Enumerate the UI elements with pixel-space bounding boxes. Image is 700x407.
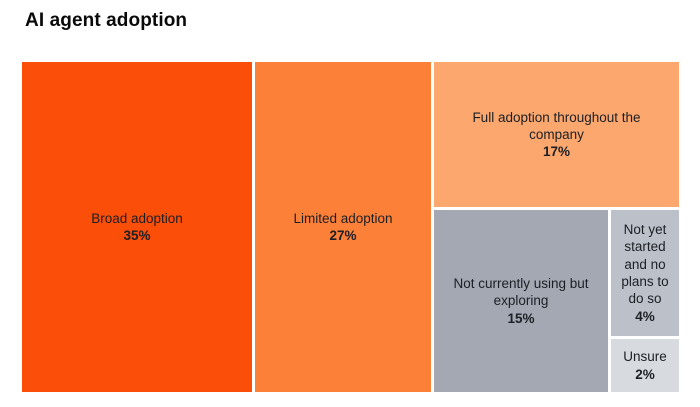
block-value: 15% [507, 310, 535, 326]
chart-title: AI agent adoption [25, 10, 188, 31]
block-label: Broad adoption [91, 210, 183, 226]
treemap-block-broad-adoption: Broad adoption 35% [22, 62, 252, 392]
block-label: Limited adoption [293, 210, 393, 226]
treemap-block-full-adoption: Full adoption throughout the company 17% [434, 62, 679, 207]
block-label: Full adoption throughout the company [472, 109, 641, 142]
block-value: 2% [635, 366, 655, 382]
treemap-block-limited-adoption: Limited adoption 27% [255, 62, 431, 392]
treemap-chart: Broad adoption 35% Limited adoption 27% … [22, 62, 679, 392]
block-value: 35% [123, 228, 151, 243]
treemap-block-not-currently-using: Not currently using but exploring 15% [434, 210, 608, 392]
block-value: 27% [329, 228, 357, 243]
block-label: Not currently using but exploring [453, 276, 589, 309]
block-value: 4% [635, 308, 655, 324]
block-label: Unsure [623, 349, 667, 365]
block-label: Not yet started and no plans to do so [621, 222, 669, 307]
block-value: 17% [542, 144, 571, 160]
treemap-block-unsure: Unsure 2% [611, 339, 679, 392]
treemap-block-not-yet-started: Not yet started and no plans to do so 4% [611, 210, 679, 336]
